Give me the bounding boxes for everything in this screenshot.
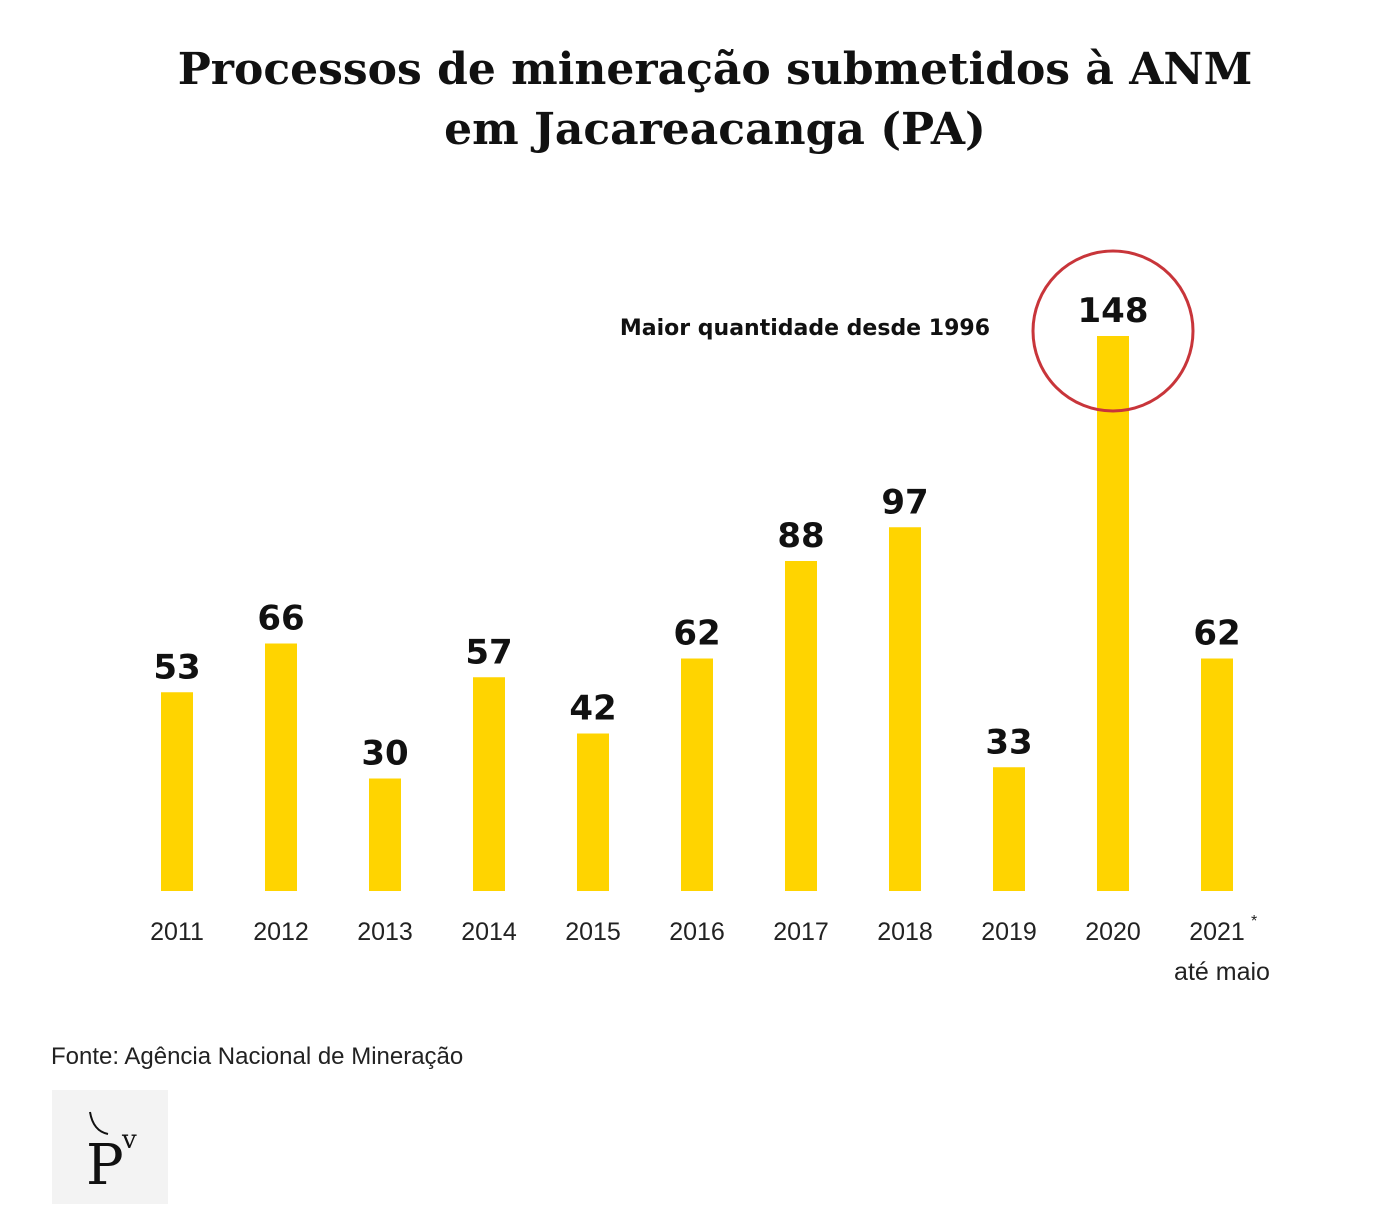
x-tick-mark-2021: *: [1251, 913, 1257, 930]
value-label-2019: 33: [985, 722, 1032, 762]
bar-2017: [785, 561, 817, 891]
bar-chart: 53 2011 66 2012 30 2013 57 2014 42 2015 62 2016 88 20…: [150, 249, 1270, 986]
svg-text:P: P: [86, 1133, 124, 1198]
x-tick-label-2021: 2021: [1189, 918, 1245, 946]
bar-2014: [473, 677, 505, 891]
bar-2013: [369, 778, 401, 891]
highlight-annotation: Maior quantidade desde 1996: [620, 316, 990, 341]
x-tick-label-2013: 2013: [357, 918, 413, 946]
x-tick-sublabel-2021: até maio: [1174, 958, 1270, 986]
x-tick-label-2014: 2014: [461, 918, 517, 946]
bar-2012: [265, 643, 297, 891]
bar-2011: [161, 692, 193, 891]
logo-icon: P v: [86, 1111, 137, 1198]
value-label-2015: 42: [569, 689, 616, 729]
source-note: Fonte: Agência Nacional de Mineração: [51, 1043, 464, 1070]
svg-text:v: v: [121, 1125, 137, 1155]
x-tick-label-2017: 2017: [773, 918, 829, 946]
value-label-2013: 30: [361, 734, 408, 774]
bar-2015: [577, 733, 609, 891]
value-label-2018: 97: [881, 482, 928, 522]
value-label-2017: 88: [777, 516, 824, 556]
x-tick-label-2020: 2020: [1085, 918, 1141, 946]
value-label-2014: 57: [465, 632, 512, 672]
bar-2020: [1097, 336, 1129, 891]
chart-title-line-1: Processos de mineração submetidos à ANM: [177, 44, 1253, 95]
chart-title: Processos de mineração submetidos à ANM …: [0, 40, 1400, 160]
bar-2021: [1201, 658, 1233, 891]
bar-2018: [889, 527, 921, 891]
value-label-2020: 148: [1078, 291, 1149, 331]
x-tick-label-2011: 2011: [150, 918, 204, 946]
x-tick-label-2012: 2012: [253, 918, 309, 946]
bar-2019: [993, 767, 1025, 891]
x-tick-label-2018: 2018: [877, 918, 933, 946]
highlight-circle: [1031, 249, 1195, 413]
value-label-2021: 62: [1193, 614, 1240, 654]
value-label-2016: 62: [673, 614, 720, 654]
value-label-2011: 53: [153, 647, 200, 687]
x-tick-label-2015: 2015: [565, 918, 621, 946]
publisher-logo: P v: [52, 1090, 168, 1204]
x-tick-label-2016: 2016: [669, 918, 725, 946]
bar-2016: [681, 658, 713, 891]
value-label-2012: 66: [257, 599, 304, 639]
chart-title-line-2: em Jacareacanga (PA): [444, 104, 986, 155]
x-tick-label-2019: 2019: [981, 918, 1037, 946]
